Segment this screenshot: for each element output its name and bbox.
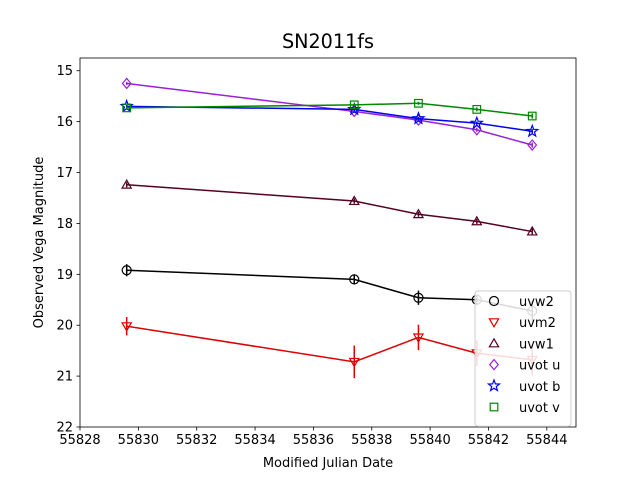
- y-tick-label: 17: [56, 166, 73, 181]
- data-point: [121, 322, 133, 333]
- legend-item: uvw2: [488, 295, 554, 310]
- series-line: [126, 183, 533, 233]
- legend-marker: [488, 295, 500, 307]
- legend-item: uvot b: [486, 378, 560, 395]
- data-point: [121, 265, 132, 276]
- legend-label: uvot b: [519, 380, 560, 395]
- series-line: [126, 325, 533, 363]
- legend-item: uvm2: [488, 316, 556, 331]
- data-point: [526, 225, 538, 236]
- legend-label: uvot u: [519, 359, 560, 374]
- x-tick-label: 55844: [526, 433, 567, 448]
- data-point: [413, 292, 424, 303]
- series-line: [126, 82, 533, 146]
- data-point: [414, 98, 423, 108]
- legend: uvw2 uvm2 uvw1 uvot u uvot b uvot v: [474, 290, 572, 427]
- data-point: [469, 115, 484, 130]
- data-point: [411, 111, 426, 125]
- y-tick-label: 21: [56, 370, 73, 385]
- legend-item: uvot u: [489, 358, 560, 374]
- x-tick-label: 55834: [234, 433, 275, 448]
- data-point: [121, 77, 132, 90]
- series-line: [126, 269, 533, 312]
- x-axis-label: Modified Julian Date: [263, 456, 393, 471]
- data-point: [412, 333, 425, 344]
- x-tick-label: 55828: [59, 433, 100, 448]
- legend-label: uvw2: [519, 295, 554, 310]
- legend-item: uvw1: [488, 337, 554, 352]
- y-axis-label: Observed Vega Magnitude: [32, 157, 47, 329]
- chart-title: SN2011fs: [282, 30, 374, 53]
- y-axis: 15 16 17 18 19 20 21 22: [56, 64, 80, 436]
- legend-marker: [488, 318, 500, 329]
- legend-marker: [488, 337, 500, 348]
- series-uvot-v: [122, 98, 537, 121]
- x-tick-label: 55830: [118, 433, 159, 448]
- x-tick-label: 55832: [176, 433, 217, 448]
- legend-label: uvw1: [519, 337, 554, 352]
- data-point: [525, 123, 540, 138]
- data-point: [349, 100, 359, 110]
- data-point: [348, 357, 360, 368]
- legend-box: [474, 290, 572, 427]
- y-tick-label: 19: [56, 268, 73, 283]
- legend-label: uvm2: [519, 316, 556, 331]
- legend-marker: [486, 378, 502, 392]
- data-point: [121, 178, 133, 189]
- data-point: [527, 111, 537, 121]
- y-tick-label: 16: [56, 115, 73, 130]
- plot-frame: [79, 57, 577, 428]
- x-tick-label: 55838: [351, 433, 392, 448]
- x-tick-label: 55842: [468, 433, 509, 448]
- data-point: [349, 274, 360, 285]
- data-point: [412, 208, 425, 219]
- data-point: [348, 195, 360, 206]
- data-point: [122, 103, 132, 113]
- x-tick-label: 55836: [293, 433, 334, 448]
- x-axis: 55828 55830 55832 55834 55836 55838 55840 55842…: [59, 427, 568, 448]
- series-uvot-u: [121, 77, 538, 151]
- series-uvw1: [121, 178, 538, 236]
- legend-label: uvot v: [519, 401, 560, 416]
- y-tick-label: 22: [56, 421, 73, 436]
- y-tick-label: 20: [56, 319, 73, 334]
- data-point: [527, 139, 538, 151]
- y-tick-label: 15: [56, 64, 73, 79]
- x-tick-label: 55840: [409, 433, 450, 448]
- series-line: [126, 105, 533, 133]
- legend-marker: [489, 402, 499, 412]
- legend-marker: [489, 358, 499, 371]
- data-point: [472, 105, 482, 114]
- data-point: [471, 215, 483, 226]
- legend-item: uvot v: [489, 401, 560, 416]
- y-tick-label: 18: [56, 217, 73, 232]
